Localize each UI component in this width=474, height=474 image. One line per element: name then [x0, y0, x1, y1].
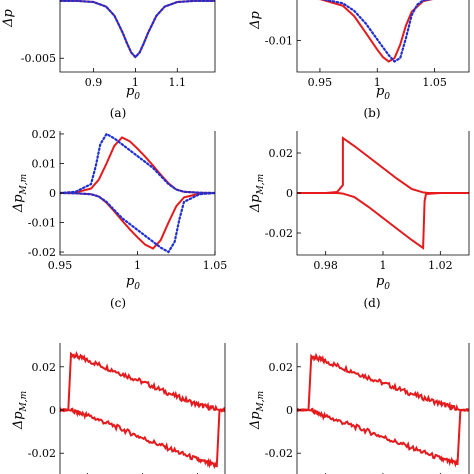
x-tick-label: 0.98 [313, 259, 338, 272]
axes-box-b [296, 0, 470, 73]
series-line-a-red [60, 0, 215, 59]
x-axis-label: p0 [376, 84, 390, 102]
y-tick-label: -0.005 [21, 52, 56, 65]
x-axis-label: p0 [126, 84, 140, 102]
y-tick-label: -0.01 [265, 34, 293, 47]
y-axis-label: ΔpM,m [248, 391, 266, 430]
y-axis-label: Δp [1, 8, 16, 27]
axes-box-f [296, 343, 470, 474]
y-tick-label: 0.01 [32, 157, 57, 170]
x-tick-label: 1 [374, 76, 381, 89]
y-axis-label: ΔpM,m [11, 391, 29, 430]
panel-caption: (a) [110, 106, 127, 120]
y-tick-label: 0.02 [32, 361, 57, 374]
x-axis-label: p0 [126, 274, 140, 292]
x-tick-label: 0.95 [308, 76, 333, 89]
y-tick-label: 0 [286, 187, 293, 200]
chart-panel-a: 0.9 1 1.1 -0.005 Δp p0 (a) [1, 0, 216, 120]
axes-box-a [59, 0, 216, 73]
y-axis-label: ΔpM,m [11, 174, 29, 213]
x-tick-label: 1.1 [169, 76, 187, 89]
y-tick-label: -0.02 [265, 447, 293, 460]
x-axis-label: p0 [376, 274, 390, 292]
chart-panel-d: 0.98 1 1.02 0.02 0 -0.02 ΔpM,m p0 (d) [248, 131, 470, 310]
panel-caption: (b) [363, 106, 380, 120]
y-tick-label: -0.01 [28, 217, 56, 230]
chart-panel-c: 0.95 1 1.05 0.02 0.01 0 -0.01 -0.02 ΔpM,m p0(c) [11, 128, 227, 310]
y-tick-label: 0 [49, 187, 56, 200]
panel-caption: (c) [110, 296, 126, 310]
y-tick-label: -0.02 [28, 246, 56, 259]
x-tick-label: 1 [134, 259, 141, 272]
x-tick-label: 0.9 [85, 76, 103, 89]
x-tick-label: 1.02 [428, 259, 453, 272]
y-tick-label: -0.02 [28, 447, 56, 460]
axes-box-e [59, 343, 226, 474]
series-line-b-blue [321, 0, 433, 63]
y-tick-label: 0 [49, 404, 56, 417]
y-tick-label: 0.02 [269, 147, 294, 160]
x-tick-label: 1 [132, 76, 139, 89]
y-axis-label: ΔpM,m [248, 174, 266, 213]
y-tick-label: 0.02 [269, 361, 294, 374]
y-axis-label: Δp [248, 10, 263, 29]
y-tick-label: 0 [286, 404, 293, 417]
series-line-c-blue [60, 132, 215, 254]
series-line-e-red [60, 350, 225, 470]
series-line-b-red [317, 0, 433, 63]
y-tick-label: -0.02 [265, 227, 293, 240]
panel-caption: (d) [363, 296, 380, 310]
series-line-a-blue [60, 0, 215, 59]
series-line-d-red [297, 136, 469, 250]
series-line-f-red [297, 352, 469, 468]
x-tick-label: 1 [380, 259, 387, 272]
x-tick-label: 1.05 [422, 76, 447, 89]
y-tick-label: 0.02 [32, 128, 57, 141]
x-tick-label: 1.05 [203, 259, 228, 272]
x-tick-label: 0.95 [48, 259, 73, 272]
